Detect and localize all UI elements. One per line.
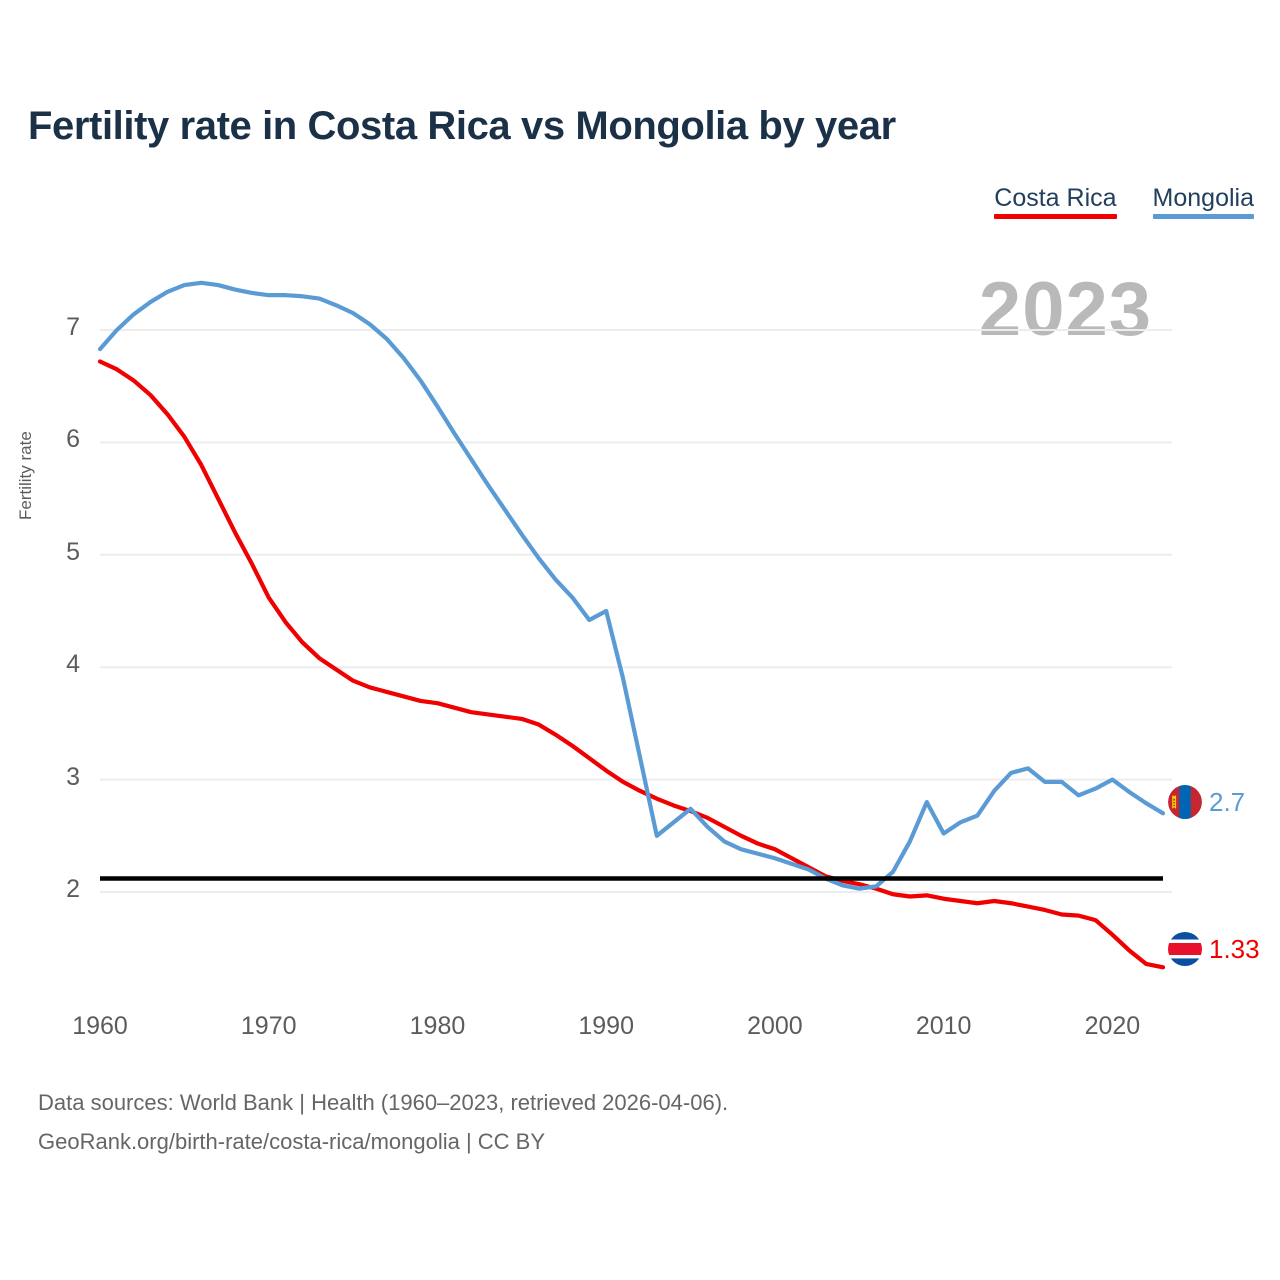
legend-swatch-mongolia <box>1152 214 1254 220</box>
x-tick-1990: 1990 <box>578 1012 634 1040</box>
legend-item-costa-rica[interactable]: Costa Rica <box>994 184 1117 220</box>
legend-item-mongolia[interactable]: Mongolia <box>1152 184 1254 220</box>
y-tick-2: 2 <box>66 875 80 903</box>
chart-legend: Costa Rica Mongolia <box>994 184 1254 220</box>
x-tick-1970: 1970 <box>240 1012 297 1040</box>
x-tick-2020: 2020 <box>1084 1012 1141 1040</box>
x-tick-2000: 2000 <box>747 1012 803 1040</box>
x-tick-2010: 2010 <box>915 1012 972 1040</box>
x-tick-1980: 1980 <box>409 1012 466 1040</box>
page-title: Fertility rate in Costa Rica vs Mongolia… <box>28 104 896 148</box>
legend-label-mongolia: Mongolia <box>1152 184 1254 212</box>
footer: Data sources: World Bank | Health (1960–… <box>38 1084 728 1161</box>
series-line-mongolia <box>97 280 1166 891</box>
legend-label-costa-rica: Costa Rica <box>994 184 1117 212</box>
gridlines <box>100 329 1172 893</box>
footer-attribution: GeoRank.org/birth-rate/costa-rica/mongol… <box>38 1128 546 1154</box>
series-lines <box>97 280 1166 970</box>
end-value-costa-rica: 1.33 <box>1209 934 1260 964</box>
legend-swatch-costa-rica <box>994 214 1117 220</box>
y-tick-4: 4 <box>66 650 80 679</box>
y-tick-7: 7 <box>66 313 80 341</box>
series-line-costa-rica <box>97 359 1166 970</box>
x-tick-1960: 1960 <box>72 1012 128 1040</box>
y-tick-5: 5 <box>66 537 80 566</box>
y-tick-3: 3 <box>66 762 80 791</box>
footer-data-sources: Data sources: World Bank | Health (1960–… <box>38 1090 729 1115</box>
mongolia-flag-icon <box>1168 785 1202 819</box>
year-watermark: 2023 <box>978 267 1152 352</box>
end-marker-mongolia: 2.7 <box>1168 785 1245 819</box>
end-value-mongolia: 2.7 <box>1209 787 1246 817</box>
costa-rica-flag-icon <box>1168 932 1202 966</box>
end-marker-costa-rica: 1.33 <box>1168 932 1260 966</box>
y-tick-6: 6 <box>66 425 80 454</box>
y-axis-title: Fertility rate <box>16 431 35 520</box>
